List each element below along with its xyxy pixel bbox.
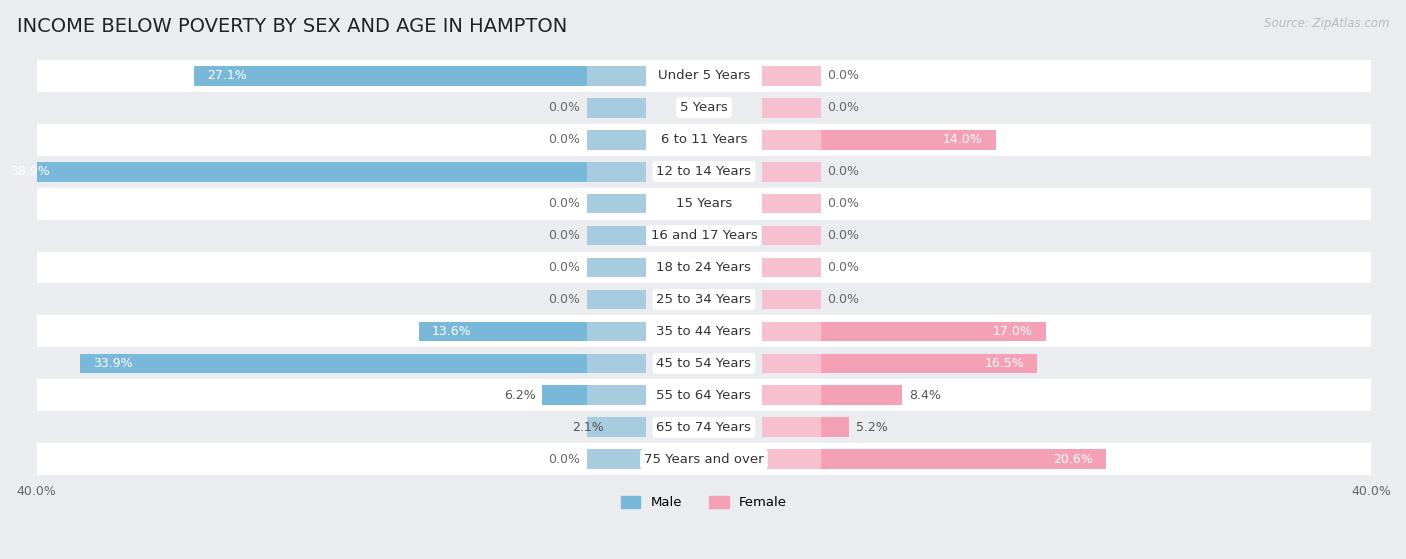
Text: 0.0%: 0.0% bbox=[548, 261, 581, 274]
Bar bbox=[762, 353, 1038, 373]
Bar bbox=[762, 418, 821, 437]
Bar bbox=[588, 258, 645, 277]
Text: 8.4%: 8.4% bbox=[910, 389, 941, 402]
Bar bbox=[37, 60, 1371, 92]
Bar bbox=[37, 188, 1371, 220]
Bar bbox=[762, 258, 821, 277]
Text: 38.9%: 38.9% bbox=[10, 165, 49, 178]
Bar bbox=[762, 353, 821, 373]
Bar bbox=[762, 418, 849, 437]
Bar bbox=[37, 315, 1371, 348]
Text: 0.0%: 0.0% bbox=[827, 229, 859, 242]
Text: 65 to 74 Years: 65 to 74 Years bbox=[657, 421, 751, 434]
Text: 45 to 54 Years: 45 to 54 Years bbox=[657, 357, 751, 370]
Text: 6.2%: 6.2% bbox=[503, 389, 536, 402]
Text: 15 Years: 15 Years bbox=[676, 197, 733, 210]
Bar bbox=[588, 162, 645, 182]
Bar bbox=[762, 130, 821, 150]
Bar bbox=[588, 226, 645, 245]
Text: 0.0%: 0.0% bbox=[548, 133, 581, 146]
Bar bbox=[588, 193, 645, 214]
Legend: Male, Female: Male, Female bbox=[616, 490, 793, 514]
Bar bbox=[37, 252, 1371, 283]
Text: 25 to 34 Years: 25 to 34 Years bbox=[657, 293, 751, 306]
Text: 6 to 11 Years: 6 to 11 Years bbox=[661, 133, 747, 146]
Text: 0.0%: 0.0% bbox=[827, 293, 859, 306]
Text: 5 Years: 5 Years bbox=[681, 101, 728, 114]
Text: 12 to 14 Years: 12 to 14 Years bbox=[657, 165, 751, 178]
Bar bbox=[37, 283, 1371, 315]
Bar bbox=[762, 386, 903, 405]
Text: 0.0%: 0.0% bbox=[548, 229, 581, 242]
Bar bbox=[762, 193, 821, 214]
Text: INCOME BELOW POVERTY BY SEX AND AGE IN HAMPTON: INCOME BELOW POVERTY BY SEX AND AGE IN H… bbox=[17, 17, 567, 36]
Text: 0.0%: 0.0% bbox=[827, 197, 859, 210]
Text: Source: ZipAtlas.com: Source: ZipAtlas.com bbox=[1264, 17, 1389, 30]
Text: 5.2%: 5.2% bbox=[856, 421, 887, 434]
Bar bbox=[37, 411, 1371, 443]
Bar bbox=[588, 130, 645, 150]
Text: 14.0%: 14.0% bbox=[942, 133, 983, 146]
Bar bbox=[37, 92, 1371, 124]
Bar bbox=[588, 290, 645, 309]
Text: 20.6%: 20.6% bbox=[1053, 453, 1092, 466]
Text: 13.6%: 13.6% bbox=[432, 325, 471, 338]
Text: 0.0%: 0.0% bbox=[548, 101, 581, 114]
Bar bbox=[762, 449, 821, 469]
Text: 0.0%: 0.0% bbox=[548, 293, 581, 306]
Bar bbox=[37, 155, 1371, 188]
Text: Under 5 Years: Under 5 Years bbox=[658, 69, 751, 82]
Bar bbox=[762, 162, 821, 182]
Text: 2.1%: 2.1% bbox=[572, 421, 603, 434]
Bar bbox=[588, 321, 645, 342]
Text: 0.0%: 0.0% bbox=[827, 69, 859, 82]
Bar bbox=[762, 290, 821, 309]
Bar bbox=[762, 386, 821, 405]
Bar bbox=[588, 418, 645, 437]
Bar bbox=[762, 321, 821, 342]
Bar bbox=[762, 449, 1107, 469]
Bar bbox=[762, 66, 821, 86]
Bar bbox=[588, 66, 645, 86]
Bar bbox=[0, 162, 645, 182]
Bar bbox=[194, 66, 645, 86]
Text: 17.0%: 17.0% bbox=[993, 325, 1032, 338]
Bar bbox=[762, 98, 821, 117]
Text: 0.0%: 0.0% bbox=[827, 165, 859, 178]
Text: 0.0%: 0.0% bbox=[548, 453, 581, 466]
Bar bbox=[588, 386, 645, 405]
Bar bbox=[610, 418, 645, 437]
Bar bbox=[419, 321, 645, 342]
Bar bbox=[80, 353, 645, 373]
Bar bbox=[37, 124, 1371, 155]
Bar bbox=[37, 348, 1371, 380]
Text: 75 Years and over: 75 Years and over bbox=[644, 453, 763, 466]
Text: 0.0%: 0.0% bbox=[827, 101, 859, 114]
Text: 27.1%: 27.1% bbox=[207, 69, 246, 82]
Bar bbox=[762, 321, 1046, 342]
Text: 16 and 17 Years: 16 and 17 Years bbox=[651, 229, 758, 242]
Bar bbox=[37, 443, 1371, 475]
Bar bbox=[37, 220, 1371, 252]
Bar bbox=[588, 449, 645, 469]
Bar bbox=[543, 386, 645, 405]
Bar bbox=[588, 353, 645, 373]
Bar bbox=[37, 380, 1371, 411]
Text: 0.0%: 0.0% bbox=[548, 197, 581, 210]
Text: 18 to 24 Years: 18 to 24 Years bbox=[657, 261, 751, 274]
Bar bbox=[762, 226, 821, 245]
Bar bbox=[588, 98, 645, 117]
Text: 55 to 64 Years: 55 to 64 Years bbox=[657, 389, 751, 402]
Text: 16.5%: 16.5% bbox=[984, 357, 1024, 370]
Text: 33.9%: 33.9% bbox=[94, 357, 134, 370]
Bar bbox=[762, 130, 995, 150]
Text: 0.0%: 0.0% bbox=[827, 261, 859, 274]
Text: 35 to 44 Years: 35 to 44 Years bbox=[657, 325, 751, 338]
